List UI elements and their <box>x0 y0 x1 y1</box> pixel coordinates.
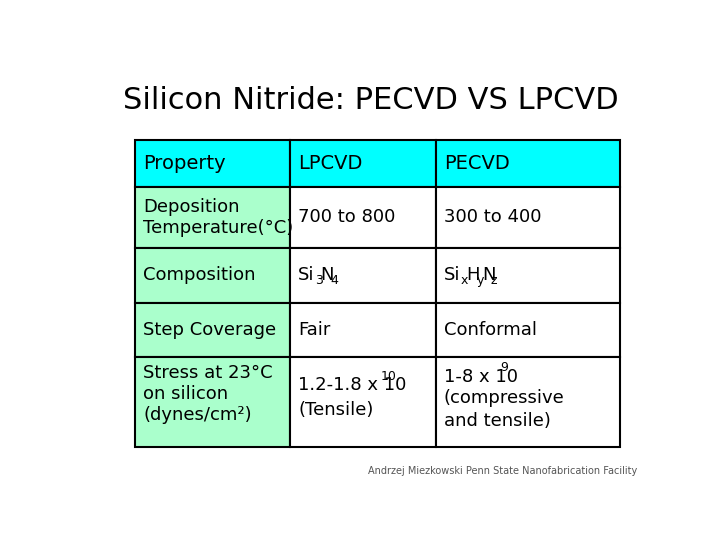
Text: Silicon Nitride: PECVD VS LPCVD: Silicon Nitride: PECVD VS LPCVD <box>124 85 619 114</box>
Bar <box>135 187 290 248</box>
Text: N: N <box>482 266 495 285</box>
Bar <box>436 187 620 248</box>
Text: Composition: Composition <box>143 266 256 285</box>
Text: Stress at 23°C
on silicon
(dynes/cm²): Stress at 23°C on silicon (dynes/cm²) <box>143 364 273 423</box>
Text: LPCVD: LPCVD <box>298 154 363 173</box>
Text: Andrzej Miezkowski Penn State Nanofabrication Facility: Andrzej Miezkowski Penn State Nanofabric… <box>368 467 637 476</box>
Text: x: x <box>461 274 468 287</box>
Text: 3: 3 <box>315 274 323 287</box>
Text: Property: Property <box>143 154 225 173</box>
Text: and tensile): and tensile) <box>444 412 551 430</box>
Text: N: N <box>320 266 334 285</box>
Text: 4: 4 <box>330 274 338 287</box>
Bar <box>290 248 436 302</box>
Bar <box>436 248 620 302</box>
Text: Conformal: Conformal <box>444 321 537 339</box>
Text: y: y <box>477 274 484 287</box>
Bar <box>290 187 436 248</box>
Text: Si: Si <box>298 266 315 285</box>
Bar <box>436 140 620 187</box>
Text: Si: Si <box>444 266 461 285</box>
Text: 300 to 400: 300 to 400 <box>444 208 541 226</box>
Text: (compressive: (compressive <box>444 389 564 407</box>
Text: Deposition
Temperature(°C): Deposition Temperature(°C) <box>143 198 293 237</box>
Bar <box>135 357 290 447</box>
Bar <box>135 248 290 302</box>
Text: (Tensile): (Tensile) <box>298 401 374 420</box>
Bar <box>135 140 290 187</box>
Bar <box>436 357 620 447</box>
Text: 700 to 800: 700 to 800 <box>298 208 396 226</box>
Text: 9: 9 <box>500 361 508 375</box>
Text: z: z <box>491 274 498 287</box>
Text: 1.2-1.8 x 10: 1.2-1.8 x 10 <box>298 376 407 394</box>
Text: 10: 10 <box>381 370 397 383</box>
Text: Step Coverage: Step Coverage <box>143 321 276 339</box>
Bar <box>135 302 290 357</box>
Bar <box>290 140 436 187</box>
Bar <box>290 357 436 447</box>
Text: PECVD: PECVD <box>444 154 510 173</box>
Bar <box>290 302 436 357</box>
Text: H: H <box>467 266 480 285</box>
Text: 1-8 x 10: 1-8 x 10 <box>444 368 518 386</box>
Bar <box>436 302 620 357</box>
Text: Fair: Fair <box>298 321 330 339</box>
